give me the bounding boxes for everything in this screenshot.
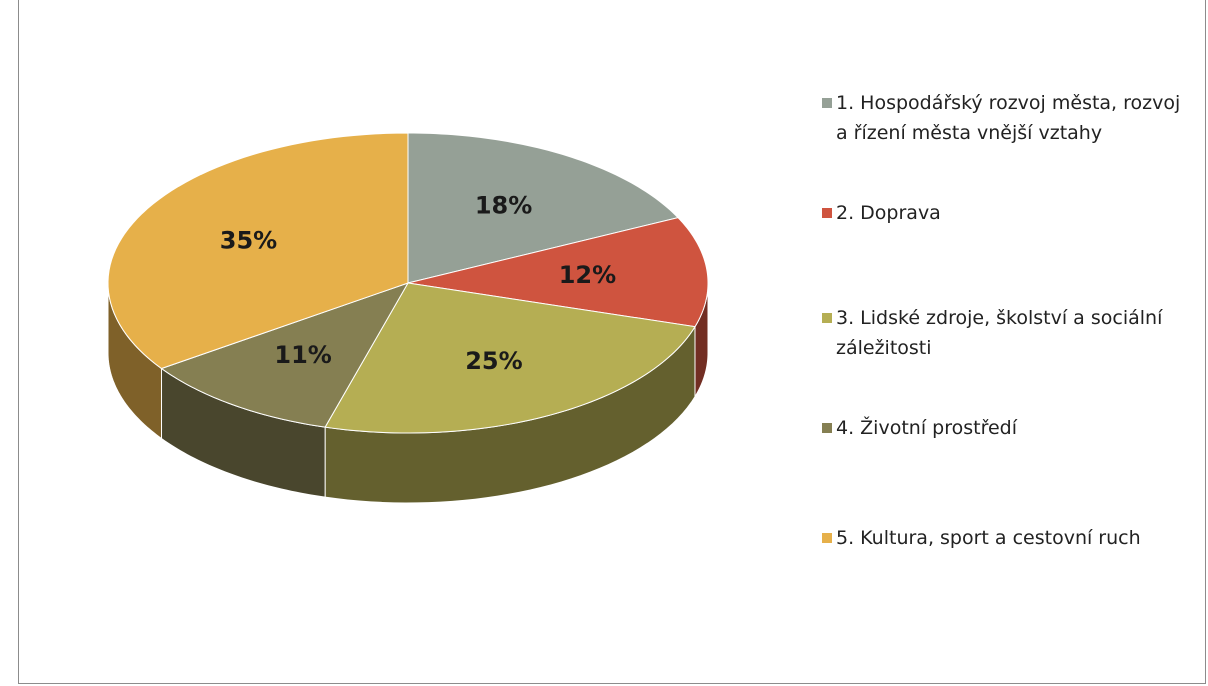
slice <box>107 132 409 370</box>
slice <box>160 282 410 428</box>
chart-frame <box>18 0 1206 684</box>
legend-entry: 5. Kultura, sport a cestovní ruch <box>822 523 1182 553</box>
slice <box>324 282 696 434</box>
legend-entry: 2. Doprava <box>822 198 1182 228</box>
legend-swatch <box>822 208 832 218</box>
legend-label: 5. Kultura, sport a cestovní ruch <box>836 527 1141 549</box>
legend-swatch <box>822 313 832 323</box>
data-label: 11% <box>274 341 331 369</box>
legend-label: 4. Životní prostředí <box>836 417 1017 439</box>
data-label: 12% <box>559 261 616 289</box>
legend-entry: 1. Hospodářský rozvoj města, rozvoj a ří… <box>822 88 1182 148</box>
slice <box>407 132 679 284</box>
legend-entry: 4. Životní prostředí <box>822 413 1182 443</box>
slice <box>407 217 709 328</box>
legend-swatch <box>822 423 832 433</box>
legend-swatch <box>822 533 832 543</box>
legend-swatch <box>822 98 832 108</box>
legend-entry: 3. Lidské zdroje, školství a sociální zá… <box>822 303 1182 363</box>
legend-label: 1. Hospodářský rozvoj města, rozvoj a ří… <box>836 92 1181 144</box>
data-label: 35% <box>220 226 277 254</box>
data-label: 18% <box>475 192 532 220</box>
legend-label: 3. Lidské zdroje, školství a sociální zá… <box>836 307 1163 359</box>
legend-label: 2. Doprava <box>836 202 941 224</box>
data-label: 25% <box>465 347 522 375</box>
